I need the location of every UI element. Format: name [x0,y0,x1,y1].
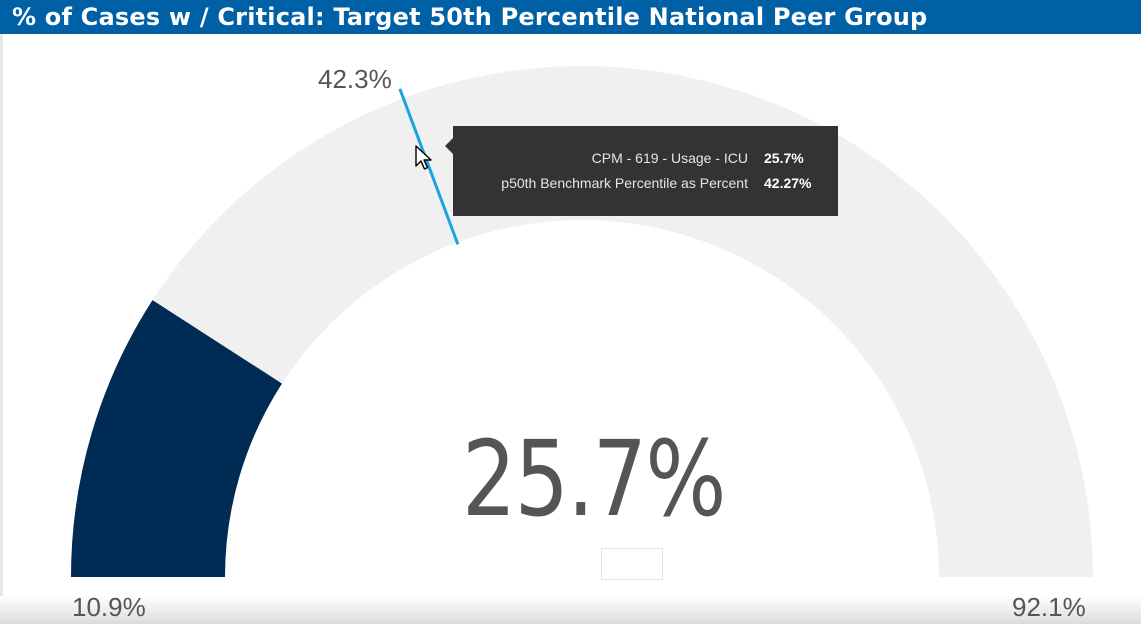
gauge-value-fill[interactable] [71,300,282,577]
tooltip-row: CPM - 619 - Usage - ICU 25.7% [592,150,816,166]
tooltip-label: CPM - 619 - Usage - ICU [591,150,748,166]
placeholder-box [601,548,663,580]
gauge-value-label: 25.7% [462,418,726,540]
gauge-target-marker[interactable] [398,88,460,245]
gauge-min-label: 10.9% [72,592,146,622]
tooltip-label: p50th Benchmark Percentile as Percent [501,175,748,191]
title-bar: % of Cases w / Critical: Target 50th Per… [0,0,1141,34]
visual-border [0,34,3,624]
tooltip: CPM - 619 - Usage - ICU 25.7% p50th Benc… [445,126,838,216]
tooltip-value: 42.27% [764,175,812,191]
tooltip-row: p50th Benchmark Percentile as Percent 42… [501,175,816,191]
mouse-pointer-icon [415,145,432,170]
tooltip-value: 25.7% [764,150,804,166]
gauge-max-label: 92.1% [1012,592,1086,622]
bottom-shadow [0,596,1141,624]
chart-title: % of Cases w / Critical: Target 50th Per… [12,3,928,31]
gauge-target-label: 42.3% [318,64,392,94]
